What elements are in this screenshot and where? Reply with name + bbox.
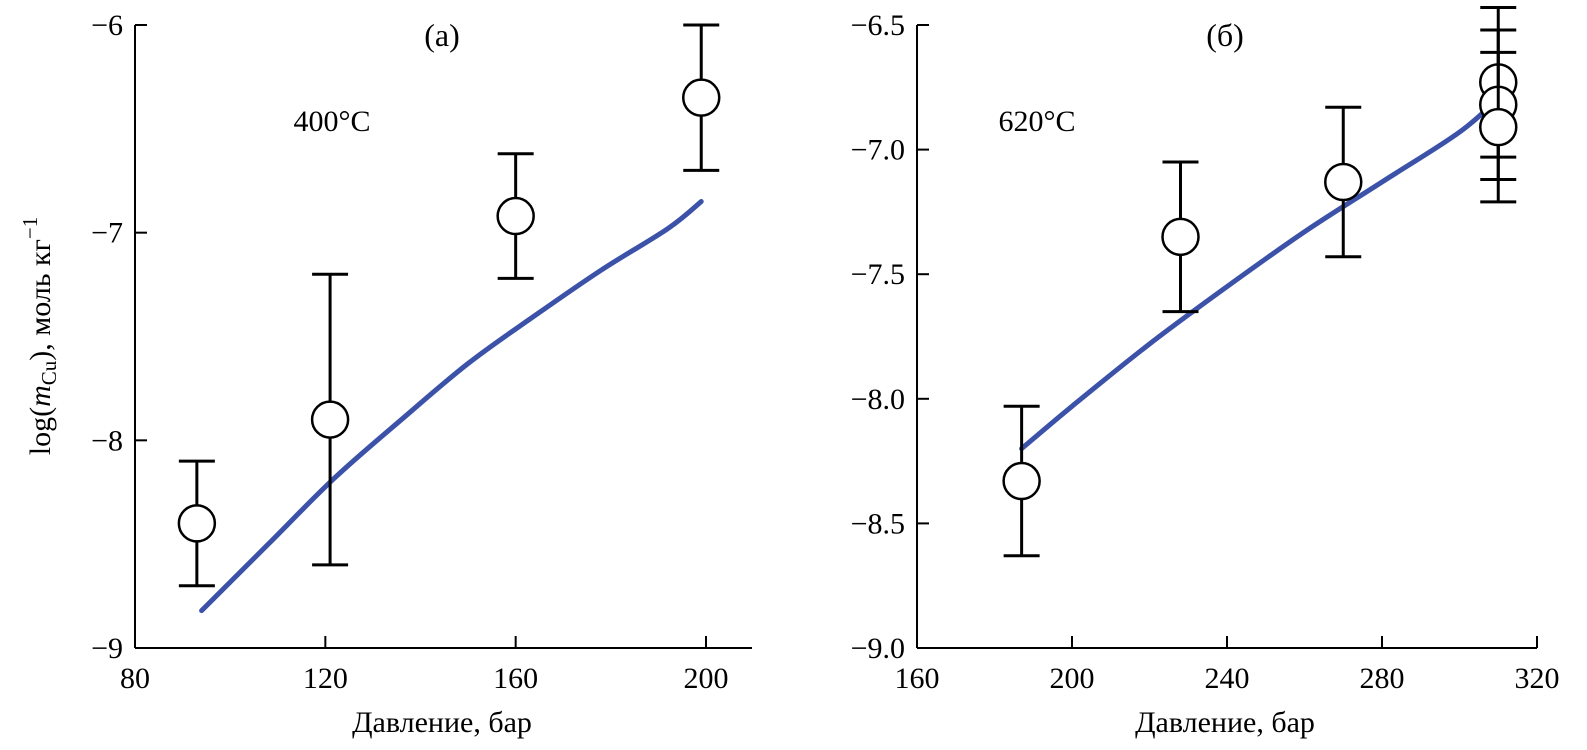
temperature-label-a: 400°C bbox=[293, 105, 370, 138]
data-point-b bbox=[1161, 217, 1200, 257]
x-tick-label-a: 200 bbox=[684, 662, 729, 695]
x-tick-label-b: 160 bbox=[895, 662, 940, 695]
fit-curve-b bbox=[1019, 92, 1505, 452]
panel-label-b: (б) bbox=[1206, 17, 1244, 53]
panel-b: (б) 620°C Давление, бар 160 200 240 280 320 −… bbox=[851, 6, 1560, 739]
y-axis-title: log(mCu), моль кг−1 bbox=[18, 217, 61, 455]
ticks-a: 80 120 160 200 −9 −8 −7 −6 bbox=[91, 9, 728, 695]
data-point-a bbox=[496, 196, 535, 236]
ticks-b: 160 200 240 280 320 −9.0 −8.5 −8.0 −7.5 −7.0 −6.5 bbox=[851, 9, 1560, 695]
y-tick-label-b: −7.5 bbox=[851, 258, 905, 291]
x-tick-label-b: 200 bbox=[1050, 662, 1095, 695]
y-axis-title-sub: Cu bbox=[37, 360, 61, 385]
data-point-a bbox=[177, 504, 217, 543]
y-tick-label-b: −8.0 bbox=[851, 383, 905, 416]
panel-a: (a) 400°C Давление, бар log(mCu), моль к… bbox=[18, 9, 752, 739]
y-axis-title-base: log( bbox=[24, 407, 57, 455]
data-point-a bbox=[681, 78, 721, 117]
y-tick-label-b: −9.0 bbox=[851, 632, 905, 665]
x-tick-label-b: 320 bbox=[1515, 662, 1560, 695]
y-axis-title-unit: ), моль кг bbox=[24, 239, 57, 361]
panel-label-a: (a) bbox=[424, 17, 460, 53]
fit-curve-a bbox=[199, 199, 704, 614]
data-points-b bbox=[1002, 6, 1518, 558]
data-point-a bbox=[310, 400, 350, 439]
y-axis-title-sup: −1 bbox=[18, 217, 42, 239]
x-tick-label-b: 280 bbox=[1360, 662, 1405, 695]
x-axis-title-a: Давление, бар bbox=[352, 706, 532, 739]
x-tick-label-a: 160 bbox=[493, 662, 538, 695]
x-tick-label-a: 120 bbox=[303, 662, 348, 695]
y-tick-label-b: −8.5 bbox=[851, 507, 905, 540]
y-tick-label-a: −6 bbox=[91, 9, 123, 42]
y-tick-label-a: −7 bbox=[91, 217, 123, 250]
y-tick-label-b: −6.5 bbox=[851, 9, 905, 42]
data-point-b bbox=[1479, 107, 1518, 147]
fit-curve-group-b bbox=[1019, 92, 1505, 452]
y-tick-label-a: −8 bbox=[91, 424, 123, 457]
y-tick-label-b: −7.0 bbox=[851, 134, 905, 167]
data-point-b bbox=[1324, 162, 1363, 202]
x-tick-label-b: 240 bbox=[1205, 662, 1250, 695]
temperature-label-b: 620°C bbox=[998, 105, 1075, 138]
data-point-b bbox=[1002, 461, 1041, 501]
x-tick-label-a: 80 bbox=[120, 662, 150, 695]
data-points-a bbox=[177, 23, 721, 588]
fit-curve-group-a bbox=[199, 199, 704, 614]
y-tick-label-a: −9 bbox=[91, 632, 123, 665]
y-axis-title-italic: m bbox=[24, 385, 57, 407]
x-axis-title-b: Давление, бар bbox=[1135, 706, 1315, 739]
